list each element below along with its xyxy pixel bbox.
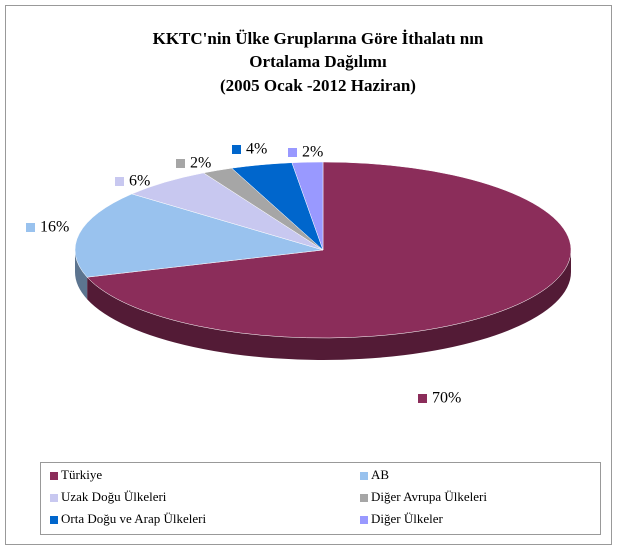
legend-label: Uzak Doğu Ülkeleri	[61, 489, 167, 504]
slice	[291, 161, 324, 251]
legend-marker	[360, 516, 368, 524]
chart-title: Ortalama Dağılımı	[249, 52, 387, 71]
data-label: 4%	[246, 141, 267, 158]
data-label-marker	[115, 177, 124, 186]
data-label-marker	[176, 159, 185, 168]
legend-label: AB	[371, 467, 389, 482]
legend-label: Diğer Ülkeler	[371, 511, 444, 526]
data-label-marker	[418, 394, 427, 403]
data-label: 2%	[302, 144, 323, 161]
data-label-marker	[26, 223, 35, 232]
data-label: 6%	[129, 173, 150, 190]
chart-title: KKTC'nin Ülke Gruplarına Göre İthalatı n…	[153, 29, 484, 48]
legend-marker	[360, 472, 368, 480]
legend-marker	[50, 516, 58, 524]
chart-title: (2005 Ocak -2012 Haziran)	[220, 76, 416, 95]
legend-label: Türkiye	[61, 467, 102, 482]
legend-marker	[360, 494, 368, 502]
data-label-marker	[288, 148, 297, 157]
data-label: 70%	[432, 390, 461, 407]
legend-label: Diğer Avrupa Ülkeleri	[371, 489, 487, 504]
slice-side	[75, 250, 88, 300]
data-label: 2%	[190, 155, 211, 172]
legend-label: Orta Doğu ve Arap Ülkeleri	[61, 511, 207, 526]
slice-side	[87, 250, 571, 360]
legend-marker	[50, 494, 58, 502]
slice	[86, 161, 572, 339]
legend-marker	[50, 472, 58, 480]
slice	[74, 193, 324, 278]
legend-box	[40, 462, 601, 535]
data-label-marker	[232, 145, 241, 154]
data-label: 16%	[40, 219, 69, 236]
